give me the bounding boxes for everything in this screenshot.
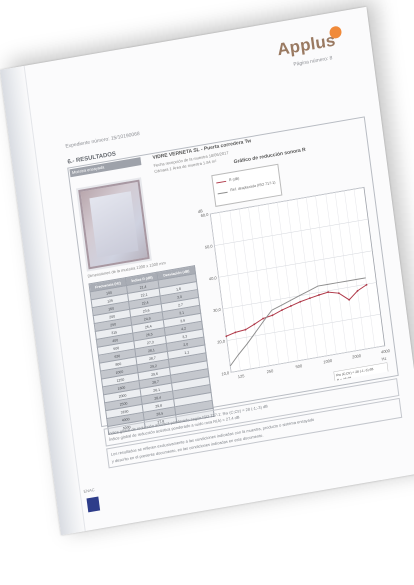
chart-y-tick-label: 60,0 (200, 212, 209, 218)
brand-logo-mark-icon (328, 25, 343, 40)
legend-swatch-ref (217, 191, 228, 195)
chart-point (365, 283, 368, 286)
chart-x-tick-label: 1000 (323, 358, 333, 365)
chart-gridline-x (229, 210, 251, 369)
chart-point (244, 328, 247, 331)
chart-y-tick-label: 40,0 (209, 275, 218, 281)
page-number: Página número: 8 (293, 55, 333, 68)
sound-reduction-chart: 10,0 20,0 30,0 40,0 50,0 60,0 125 250 500 1000 200… (198, 186, 391, 384)
chart-y-tick-label: 20,0 (217, 338, 226, 344)
chart-y-tick-label: 50,0 (204, 243, 213, 249)
chart-point (356, 289, 359, 292)
chart-summary-line: Rw (C;Ctr) = 28 (-1;-3) dB (336, 367, 374, 378)
chart-point (225, 335, 228, 338)
chart-gridline-x (334, 192, 357, 351)
chart-gridline-x (353, 189, 375, 348)
legend-label-ref: Ref. desplazada (ISO 717-1) (230, 180, 276, 193)
chart-point (253, 323, 256, 326)
chart-gridline-x (219, 212, 241, 371)
chart-y-tick-label: 30,0 (213, 307, 222, 313)
chart-x-tick-label: 500 (295, 363, 303, 369)
report-page: Applus Página número: 8 Expediente númer… (0, 6, 414, 536)
chart-point (281, 309, 283, 311)
chart-point (318, 294, 320, 296)
chart-point (299, 300, 302, 303)
chart-gridline-x (344, 190, 366, 350)
chart-series-line-1 (229, 277, 366, 367)
chart-point (309, 297, 311, 300)
chart-gridline-x (325, 193, 347, 353)
chart-gridline-x (306, 197, 328, 356)
chart-gridline-x (238, 208, 261, 368)
chart-x-tick-label: 4000 (381, 348, 391, 355)
chart-y-axis-label: dB (198, 208, 204, 214)
chart-point (337, 292, 340, 295)
chart-gridline-x (277, 202, 299, 361)
page-binding (0, 65, 86, 536)
chart-summary-line: R = 28 dB (337, 376, 353, 383)
chart-gridline-x (248, 207, 270, 366)
chart-gridline-x (286, 200, 308, 360)
chart-x-axis-label: Hz (381, 356, 386, 362)
chart-point (234, 331, 237, 334)
chart-gridline-x (315, 195, 337, 355)
accreditation-badge-icon (86, 496, 101, 513)
chart-x-tick-label: 2000 (352, 353, 362, 360)
chart-point (262, 317, 264, 320)
legend-label-r: R (dB) (228, 176, 240, 183)
chart-point (290, 305, 292, 307)
results-table: Frecuencia (Hz) Índice R (dB) Desviación… (88, 265, 215, 435)
chart-x-tick-label: 250 (266, 368, 274, 374)
chart-point (348, 298, 351, 301)
chart-gridline-x (257, 205, 280, 365)
chart-point (271, 314, 274, 317)
sample-photo (78, 179, 150, 270)
chart-series-line-0 (226, 284, 367, 337)
chart-x-tick-label: 125 (237, 373, 245, 379)
chart-gridline-x (296, 198, 318, 358)
chart-y-tick-label: 10,0 (221, 370, 230, 376)
document-reference: Expediente número: 15/10190068 (65, 131, 141, 150)
legend-swatch-r (216, 180, 227, 184)
chart-gridline-x (267, 203, 290, 363)
chart-point (327, 291, 330, 293)
accreditation-label: ENAC (83, 487, 95, 494)
chart-gridline-x (210, 213, 232, 373)
